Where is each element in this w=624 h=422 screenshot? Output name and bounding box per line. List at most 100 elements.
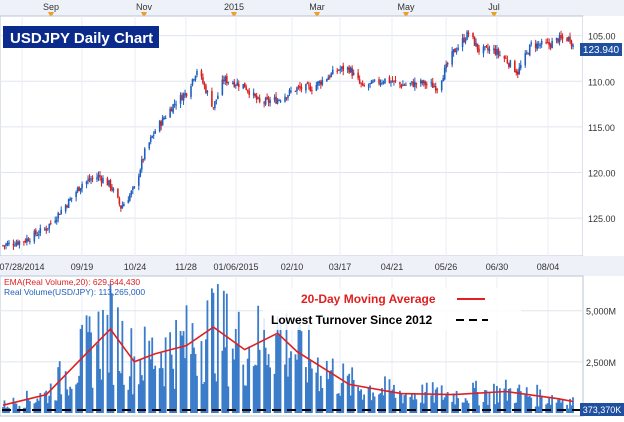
ema-series-label: EMA(Real Volume,20): 629,644,430 [4, 277, 140, 287]
candle-body [226, 76, 228, 84]
candle-body [467, 32, 470, 34]
candle-body [129, 194, 131, 201]
volume-bar [401, 403, 404, 413]
volume-bar [64, 371, 67, 413]
volume-tick-label: 5,000M [586, 307, 616, 317]
candle-body [205, 85, 207, 94]
volume-bar [279, 324, 282, 413]
candle-body [269, 100, 271, 104]
candle-body [299, 86, 301, 88]
volume-bar [172, 368, 175, 413]
volume-bar [454, 404, 457, 413]
top-axis-label: 2015 [224, 2, 244, 12]
candle-body [191, 78, 194, 85]
volume-bar [267, 354, 270, 413]
candle-body [328, 76, 331, 78]
candle-body [257, 97, 259, 99]
volume-bar [572, 397, 574, 413]
volume-bar [236, 343, 239, 413]
candle-body [23, 241, 25, 243]
candle-body [339, 69, 342, 71]
volume-bar [363, 394, 365, 413]
volume-bar [567, 408, 570, 413]
volume-bar [372, 392, 374, 413]
volume-bar [152, 368, 155, 413]
price-tick-label: 120.00 [588, 168, 616, 178]
candle-body [27, 239, 30, 242]
volume-bar [519, 391, 522, 413]
candle-body [108, 180, 110, 186]
candle-body [503, 56, 506, 59]
candle-body [172, 104, 174, 113]
candle-body [454, 48, 456, 53]
candle-body [412, 81, 415, 87]
candle-body [567, 36, 570, 41]
candle-body [2, 245, 4, 247]
volume-bar [276, 316, 279, 413]
volume-bar [205, 339, 207, 413]
candle-body [306, 82, 309, 85]
candle-body [445, 63, 447, 69]
date-tick-label: 11/28 [175, 262, 197, 272]
volume-bar [528, 395, 531, 413]
volume-bar [294, 354, 297, 413]
volume-bar [216, 284, 219, 413]
date-tick-label: 05/26 [435, 262, 458, 272]
volume-bar [445, 393, 448, 413]
volume-bar [70, 388, 73, 413]
candle-body [132, 187, 134, 190]
volume-bar [472, 382, 474, 413]
volume-bar [109, 284, 112, 413]
volume-bar [212, 292, 215, 413]
candle-body [549, 44, 552, 48]
volume-bar [67, 395, 70, 413]
candle-body [24, 240, 27, 243]
volume-bar [419, 402, 422, 413]
candle-body [264, 98, 267, 105]
volume-bar [133, 356, 136, 413]
volume-bar [452, 393, 455, 413]
candle-body [75, 191, 77, 198]
volume-bar [164, 337, 167, 413]
volume-bar [431, 382, 434, 413]
volume-bar [57, 367, 60, 413]
volume-bar [545, 404, 548, 413]
volume-bar [415, 399, 418, 413]
last-volume-tag [580, 403, 624, 416]
candle-body [382, 82, 385, 84]
candle-body [48, 223, 51, 229]
candle-body [279, 100, 282, 102]
candle-body [182, 93, 185, 101]
volume-bar [340, 383, 343, 413]
volume-bar [231, 348, 234, 413]
volume-bar [119, 373, 122, 413]
volume-bar [551, 395, 554, 413]
candle-body [202, 77, 204, 84]
volume-bar [45, 390, 48, 413]
candle-body [237, 83, 240, 88]
price-tick-label: 110.00 [588, 77, 615, 87]
volume-bar [566, 404, 568, 413]
candle-body [378, 79, 380, 84]
volume-bar [488, 391, 491, 413]
volume-bar [85, 315, 88, 413]
volume-bar [537, 406, 540, 413]
volume-bar [443, 397, 446, 413]
volume-bar [569, 398, 571, 413]
candle-body [325, 79, 328, 82]
candle-body [164, 117, 167, 119]
volume-bar [97, 311, 100, 413]
candle-body [421, 80, 424, 84]
volume-bar [170, 354, 173, 413]
volume-bar [142, 380, 145, 413]
date-tick-label: 03/17 [329, 262, 352, 272]
top-axis-label: Mar [309, 2, 325, 12]
candle-body [400, 84, 403, 88]
volume-bar [130, 328, 133, 413]
volume-bar [309, 360, 312, 413]
candle-body [123, 203, 125, 207]
volume-bar [318, 391, 321, 413]
volume-bar [202, 383, 204, 413]
volume-bar [78, 375, 80, 413]
candle-body [49, 222, 52, 224]
